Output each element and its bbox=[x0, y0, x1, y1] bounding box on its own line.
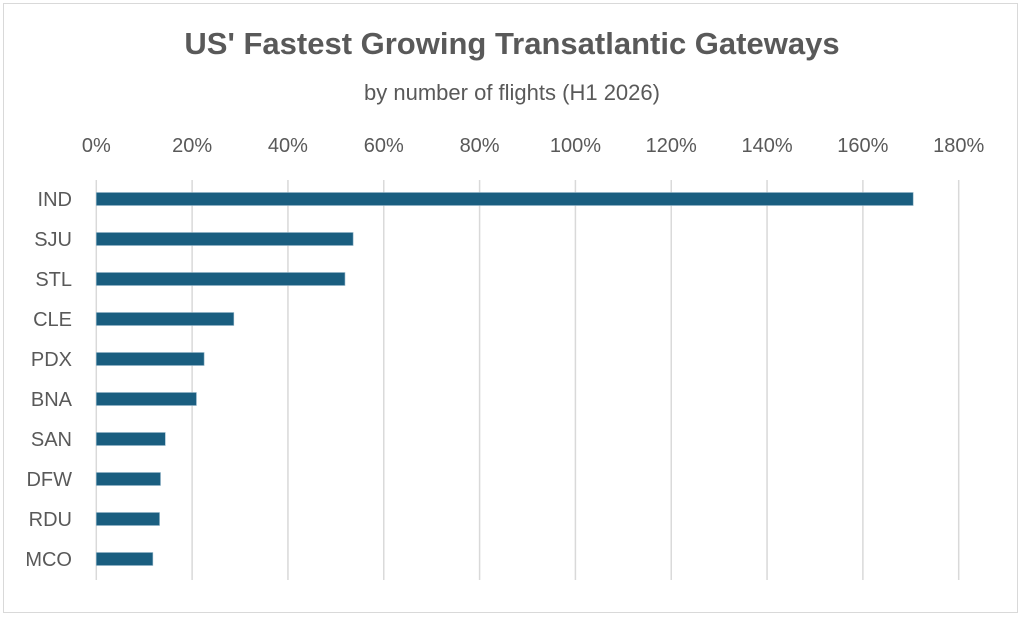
bar-ind bbox=[96, 192, 914, 206]
y-category-label: SJU bbox=[34, 229, 72, 251]
bar-rdu bbox=[96, 512, 160, 526]
x-tick-label: 80% bbox=[460, 135, 500, 157]
y-category-label: DFW bbox=[26, 469, 72, 491]
bar-sju bbox=[96, 232, 354, 246]
bar-stl bbox=[96, 272, 346, 286]
y-category-label: BNA bbox=[31, 389, 73, 411]
y-category-label: RDU bbox=[29, 509, 72, 531]
bar-dfw bbox=[96, 472, 161, 486]
x-tick-label: 120% bbox=[646, 135, 697, 157]
x-tick-label: 40% bbox=[268, 135, 308, 157]
x-tick-label: 20% bbox=[172, 135, 212, 157]
chart-subtitle: by number of flights (H1 2026) bbox=[364, 80, 660, 105]
y-category-label: MCO bbox=[25, 549, 72, 571]
bar-cle bbox=[96, 312, 235, 326]
x-tick-label: 100% bbox=[550, 135, 601, 157]
bar-san bbox=[96, 432, 166, 446]
y-category-label: SAN bbox=[31, 429, 72, 451]
chart-title: US' Fastest Growing Transatlantic Gatewa… bbox=[184, 26, 840, 61]
bar-pdx bbox=[96, 352, 205, 366]
x-tick-label: 60% bbox=[364, 135, 404, 157]
y-category-label: STL bbox=[35, 269, 72, 291]
bar-mco bbox=[96, 552, 154, 566]
y-category-label: IND bbox=[38, 189, 72, 211]
x-tick-label: 0% bbox=[82, 135, 111, 157]
x-tick-label: 160% bbox=[837, 135, 888, 157]
bar-bna bbox=[96, 392, 197, 406]
x-tick-label: 180% bbox=[933, 135, 984, 157]
y-category-label: PDX bbox=[31, 349, 72, 371]
chart-frame bbox=[3, 3, 1018, 613]
x-tick-label: 140% bbox=[741, 135, 792, 157]
y-category-label: CLE bbox=[33, 309, 72, 331]
